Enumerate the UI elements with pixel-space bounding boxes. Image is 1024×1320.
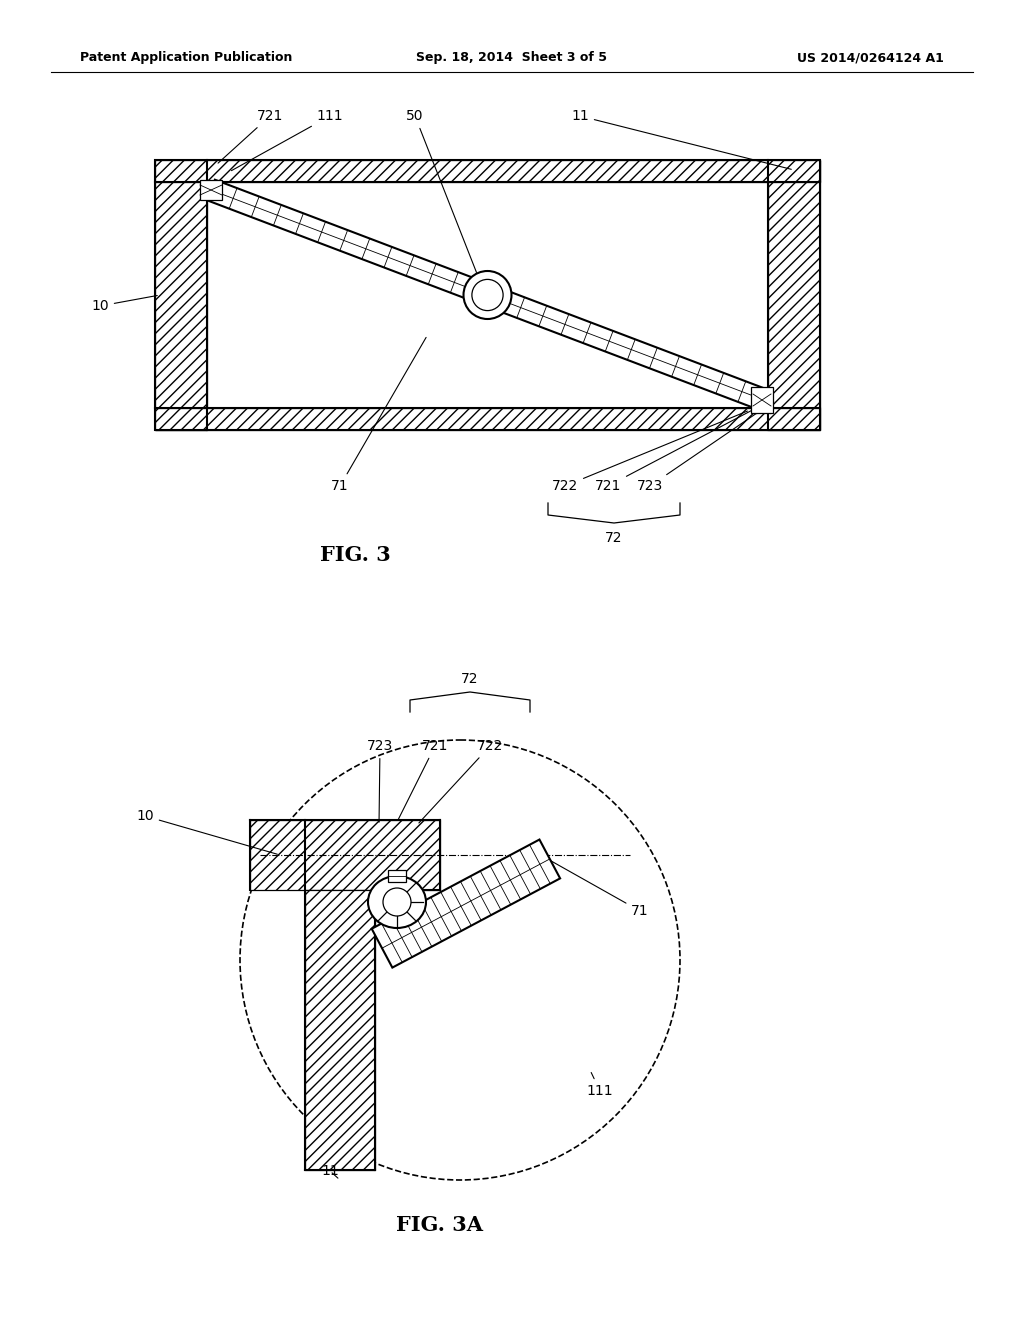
Bar [155,160,207,430]
Text: 10: 10 [136,809,278,854]
Text: 723: 723 [367,739,393,822]
Text: 71: 71 [331,338,426,492]
Bar [155,160,820,182]
Bar [768,160,820,430]
Text: 722: 722 [552,411,748,492]
Polygon shape [207,180,768,411]
Text: 71: 71 [532,850,649,917]
Text: Sep. 18, 2014  Sheet 3 of 5: Sep. 18, 2014 Sheet 3 of 5 [417,51,607,65]
Text: 721: 721 [595,407,760,492]
Bar [751,387,773,413]
Text: 111: 111 [231,110,343,170]
Text: 721: 721 [218,110,284,164]
Bar [155,408,820,430]
Text: 50: 50 [407,110,476,272]
Bar [305,890,375,1170]
Ellipse shape [368,876,426,928]
Ellipse shape [472,280,503,310]
Text: 10: 10 [91,296,158,313]
Circle shape [240,741,680,1180]
Bar [250,820,440,890]
Bar [200,180,222,201]
Text: 11: 11 [571,110,792,169]
Text: 722: 722 [419,739,503,822]
Bar [155,160,820,430]
Text: 721: 721 [398,739,449,820]
Text: Patent Application Publication: Patent Application Publication [80,51,293,65]
Text: 72: 72 [605,531,623,545]
Polygon shape [372,840,560,968]
Text: 723: 723 [637,401,774,492]
Text: FIG. 3: FIG. 3 [319,545,390,565]
Ellipse shape [383,888,411,916]
Text: 72: 72 [461,672,479,686]
Ellipse shape [464,271,512,319]
Bar [388,870,406,882]
Text: FIG. 3A: FIG. 3A [396,1214,483,1236]
Text: 11: 11 [322,1164,339,1179]
Text: 111: 111 [587,1073,613,1098]
Text: US 2014/0264124 A1: US 2014/0264124 A1 [797,51,944,65]
